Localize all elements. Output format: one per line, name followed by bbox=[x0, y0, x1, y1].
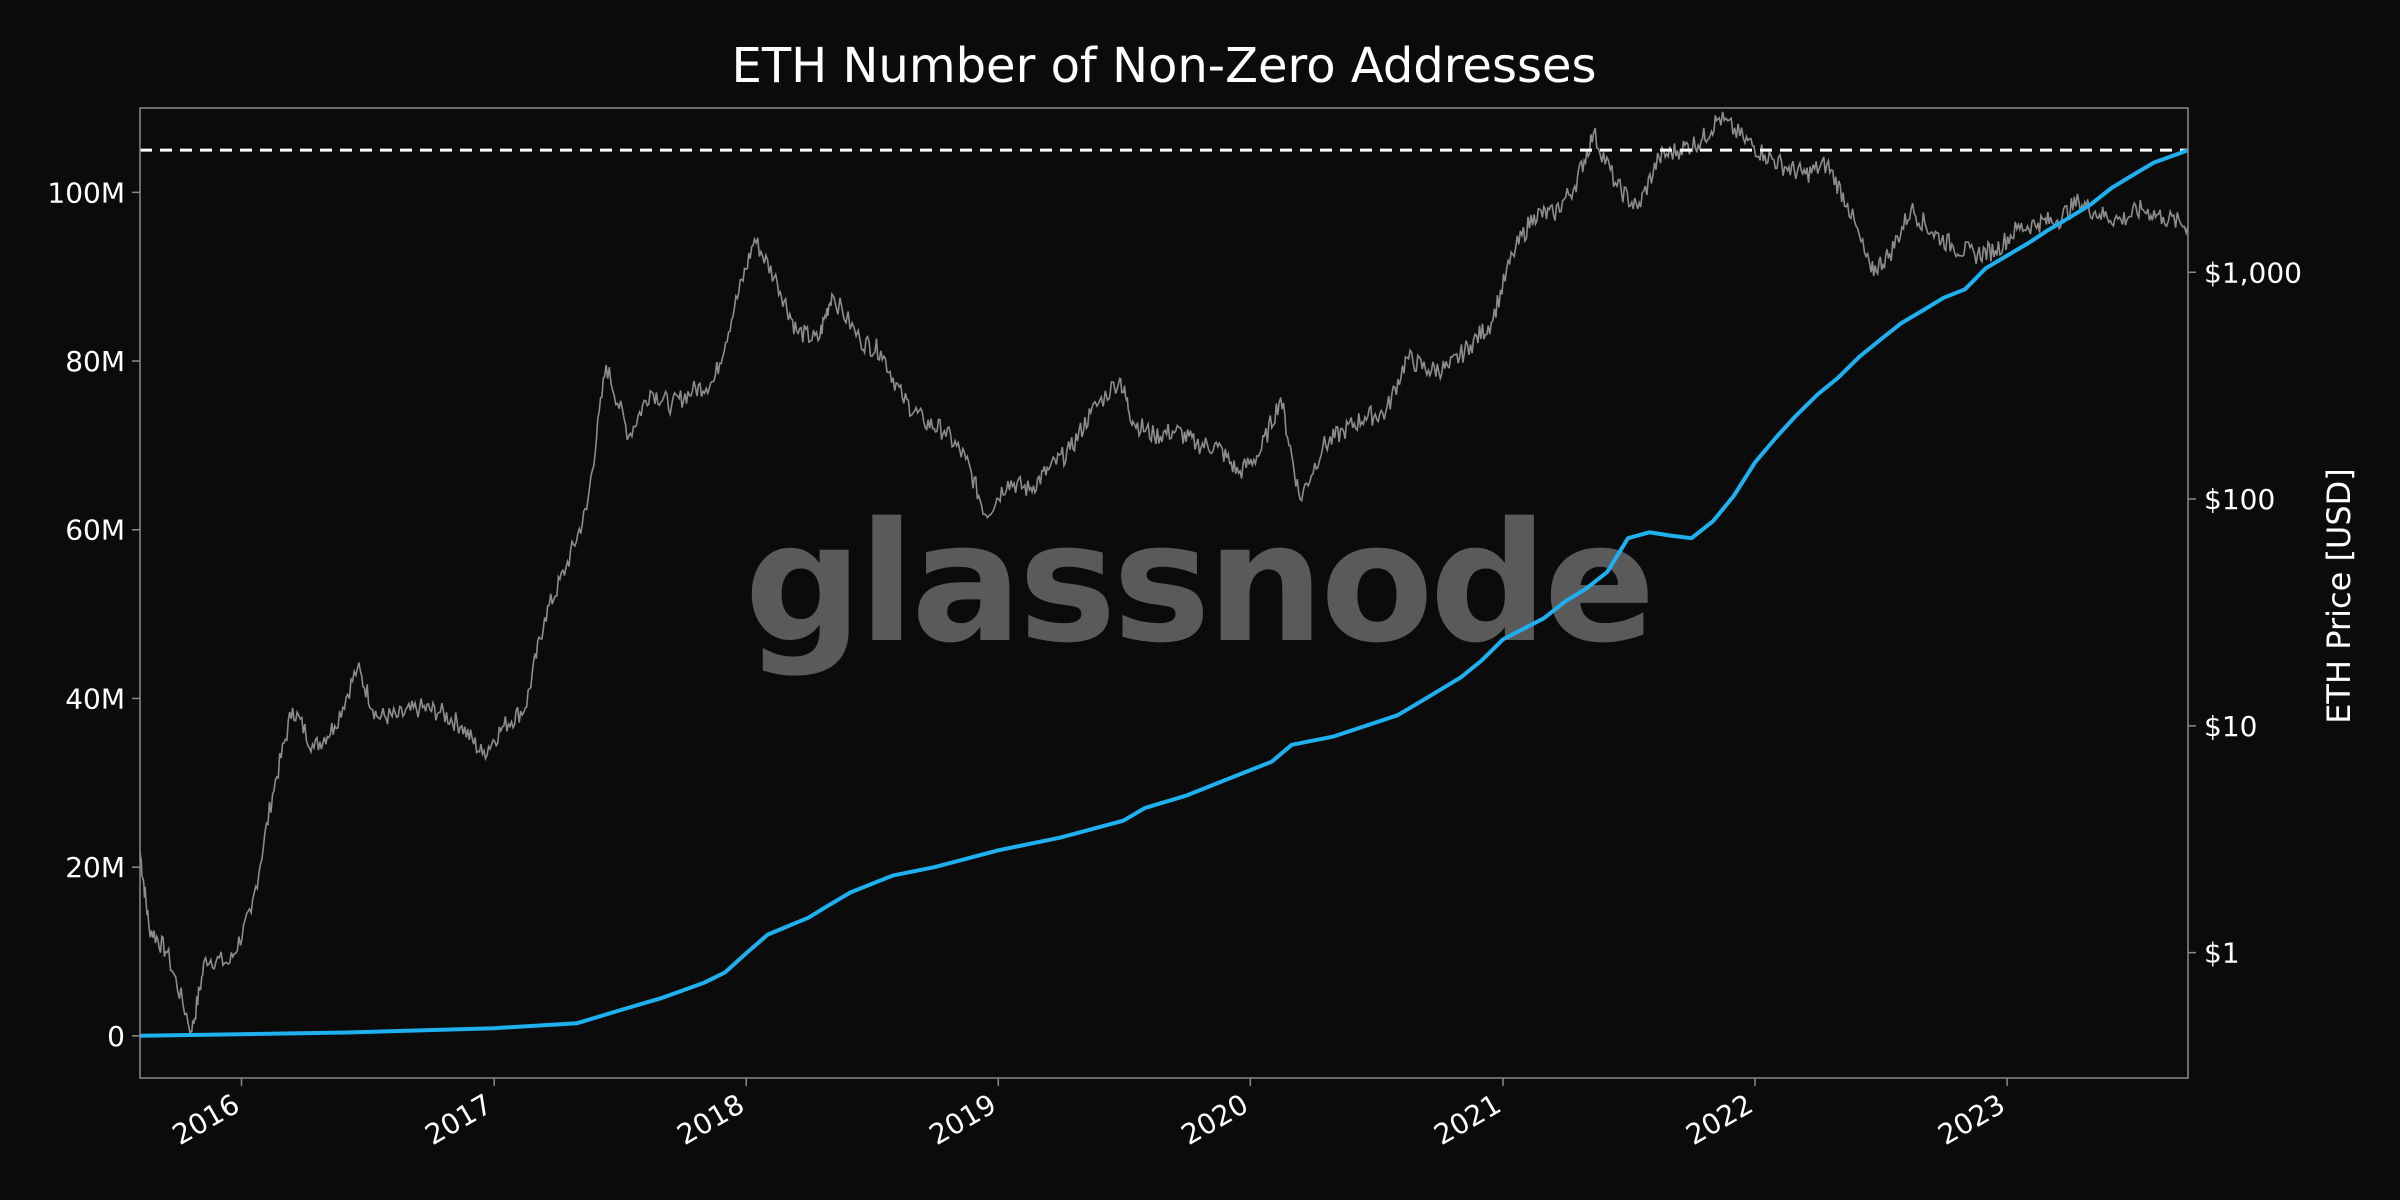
left-tick-label: 0 bbox=[107, 1020, 125, 1053]
non-zero-addresses-line bbox=[139, 148, 2189, 1038]
price-series-layer bbox=[139, 111, 2189, 1035]
left-tick-label: 40M bbox=[65, 682, 125, 715]
watermark-logo: glassnode bbox=[744, 487, 1651, 679]
left-tick-label: 60M bbox=[65, 514, 125, 547]
right-tick-label: $100 bbox=[2204, 483, 2275, 516]
chart-title: ETH Number of Non-Zero Addresses bbox=[731, 38, 1596, 94]
right-tick-label: $1 bbox=[2204, 937, 2240, 970]
eth-price-line bbox=[139, 111, 2189, 1035]
right-tick-label: $10 bbox=[2204, 710, 2257, 743]
right-axis-label: ETH Price [USD] bbox=[2320, 468, 2358, 724]
left-tick-label: 80M bbox=[65, 345, 125, 378]
right-axis: $1 $10 $100 $1,000 bbox=[2188, 256, 2302, 970]
right-tick-label: $1,000 bbox=[2204, 256, 2302, 289]
address-series-layer bbox=[139, 148, 2189, 1038]
left-axis: 0 20M 40M 60M 80M 100M bbox=[47, 176, 140, 1053]
plot-frame bbox=[139, 107, 2189, 1079]
left-tick-label: 100M bbox=[47, 176, 125, 209]
left-tick-label: 20M bbox=[65, 851, 125, 884]
